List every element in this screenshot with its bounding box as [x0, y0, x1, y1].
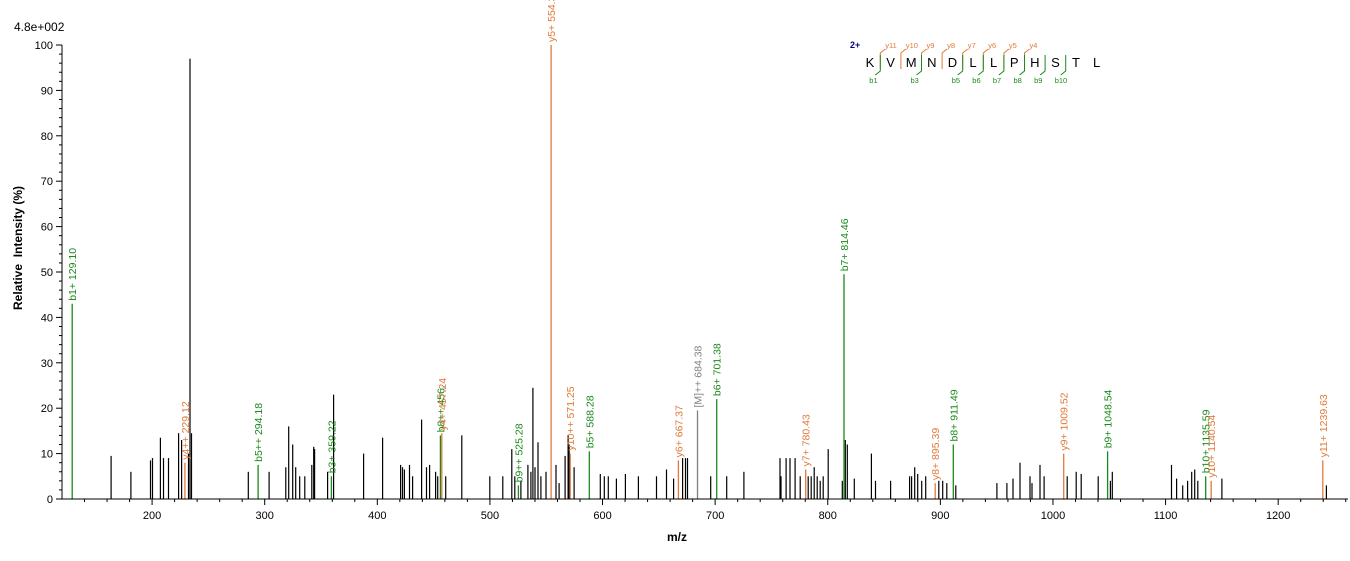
y-tick-label: 40 — [41, 312, 53, 324]
sequence-residue: L — [969, 55, 976, 70]
x-tick-label: 1000 — [1041, 510, 1065, 522]
y-tick-label: 20 — [41, 403, 53, 415]
b-fragment-label: b9 — [1034, 76, 1042, 85]
y-fragment-label: y7 — [968, 41, 976, 50]
x-tick-label: 600 — [593, 510, 611, 522]
peak-label: y4+ 457.24 — [437, 378, 449, 430]
y-cleavage-mark — [921, 48, 927, 69]
y-tick-label: 50 — [41, 267, 53, 279]
ticks-layer: 200 300 400 500 600 700 800 900 1000 1100 1200 0 10 2… — [35, 40, 1347, 522]
b-cleavage-mark — [1019, 55, 1025, 76]
peak-label: b10+ 1135.59 — [1201, 409, 1213, 473]
x-axis-title: m/z — [667, 530, 687, 544]
y-tick-label: 80 — [41, 131, 53, 143]
sequence-residue: D — [948, 55, 957, 70]
y-fragment-label: y9 — [927, 41, 935, 50]
peak-label: y10++ 571.25 — [565, 386, 577, 450]
y-fragment-label: y4 — [1030, 41, 1038, 50]
sequence-residue: T — [1072, 55, 1080, 70]
x-tick-label: 800 — [819, 510, 837, 522]
b-fragment-label: b5 — [952, 76, 960, 85]
x-tick-label: 300 — [256, 510, 274, 522]
x-tick-label: 500 — [481, 510, 499, 522]
b-cleavage-mark — [957, 55, 964, 76]
x-tick-label: 700 — [706, 510, 724, 522]
peak-label: y6+ 667.37 — [673, 405, 685, 457]
sequence-residue: N — [927, 55, 936, 70]
x-tick-label: 1200 — [1266, 510, 1290, 522]
b-cleavage-mark — [916, 55, 922, 76]
y-fragment-label: y8 — [947, 41, 955, 50]
y-tick-label: 30 — [41, 358, 53, 370]
x-tick-label: 900 — [931, 510, 949, 522]
peak-label: b7+ 814.46 — [839, 218, 851, 271]
b-cleavage-mark — [998, 55, 1005, 76]
sequence-residue: S — [1051, 55, 1060, 70]
y-tick-label: 90 — [41, 85, 53, 97]
peak-label: b9+ 1048.54 — [1103, 389, 1115, 448]
y-fragment-label: y10 — [906, 41, 918, 50]
peak-label: b9++ 525.28 — [513, 423, 525, 482]
y-tick-label: 0 — [47, 494, 53, 506]
peak-label: b5++ 294.18 — [253, 403, 265, 462]
y-cleavage-mark — [1003, 48, 1010, 69]
sequence-residue: M — [906, 55, 917, 70]
charge-state-label: 2+ — [850, 40, 860, 50]
y-fragment-label: y11 — [885, 41, 897, 50]
b-cleavage-mark — [1039, 55, 1046, 76]
sequence-residue: H — [1030, 55, 1039, 70]
peak-label: y5+ 554.3 — [546, 0, 558, 42]
sequence-residue: L — [990, 55, 997, 70]
y-axis-title: Relative Intensity (%) — [11, 186, 25, 310]
peak-label: y10+ 1140.54 — [1206, 414, 1218, 477]
b-cleavage-mark — [1060, 55, 1067, 76]
b-cleavage-mark — [874, 55, 881, 76]
peak-label: y8+ 895.39 — [930, 428, 942, 480]
b-fragment-label: b6 — [972, 76, 980, 85]
y-cleavage-mark — [962, 48, 969, 69]
sequence-residue: K — [866, 55, 875, 70]
y-tick-label: 60 — [41, 222, 53, 234]
sequence-residue: P — [1010, 55, 1019, 70]
b-fragment-label: b3 — [911, 76, 919, 85]
y-cleavage-mark — [900, 48, 907, 69]
intensity-scale-label: 4.8e+002 — [14, 20, 65, 34]
x-tick-label: 200 — [143, 510, 161, 522]
peak-label: y4++ 229.12 — [180, 401, 192, 460]
b-cleavage-mark — [977, 55, 984, 76]
peak-label: [M]++ 684.38 — [693, 345, 705, 407]
unlabeled-peaks-layer — [110, 58, 1328, 499]
peak-label: y9+ 1009.52 — [1059, 392, 1071, 450]
peak-label: y7+ 780.43 — [801, 414, 813, 466]
y-cleavage-mark — [982, 48, 989, 69]
y-cleavage-mark — [879, 48, 886, 69]
y-cleavage-mark — [1024, 48, 1030, 69]
y-fragment-label: y5 — [1009, 41, 1017, 50]
x-tick-label: 400 — [368, 510, 386, 522]
y-tick-label: 100 — [35, 40, 53, 52]
peak-label: b8++ 456. — [435, 385, 447, 432]
peak-label: b1+ 129.10 — [67, 248, 79, 301]
x-tick-label: 1100 — [1154, 510, 1178, 522]
peak-label: b6+ 701.38 — [712, 343, 724, 396]
peak-label: y11+ 1239.63 — [1318, 394, 1330, 457]
labeled-peaks-layer: b1+ 129.10 y4++ 229.12 b5++ 294.18 b3+ 359.… — [67, 0, 1330, 499]
y-fragment-label: y6 — [988, 41, 996, 50]
b-fragment-label: b8 — [1014, 76, 1022, 85]
y-cleavage-mark — [941, 48, 948, 69]
b-fragment-label: b10 — [1055, 76, 1068, 85]
b-fragment-label: b1 — [869, 76, 877, 85]
peak-label: b5+ 588.28 — [584, 395, 596, 448]
y-tick-label: 70 — [41, 176, 53, 188]
sequence-residue: V — [886, 55, 895, 70]
sequence-residue: L — [1093, 55, 1100, 70]
y-tick-label: 10 — [41, 449, 53, 461]
peak-label: b3+ 359.22 — [326, 420, 338, 473]
peak-label: b8+ 911.49 — [948, 389, 960, 441]
b-fragment-label: b7 — [993, 76, 1001, 85]
